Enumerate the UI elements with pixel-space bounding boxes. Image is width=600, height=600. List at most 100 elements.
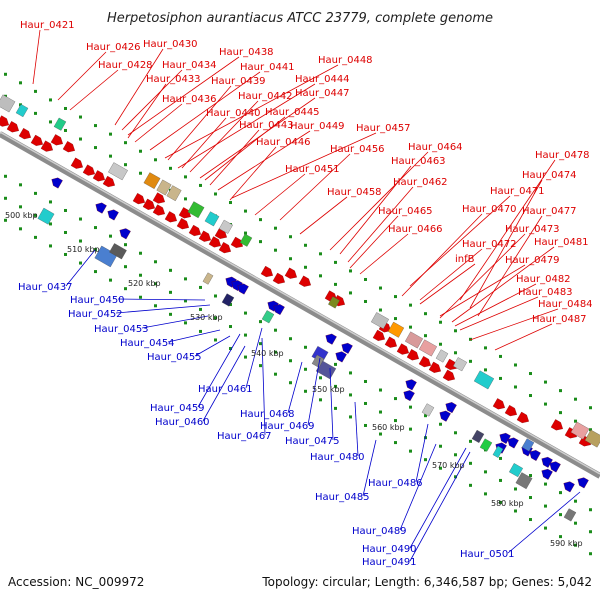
track-dot [4,174,7,178]
leader-line-reverse [399,443,437,531]
kbp-tick-label: 550 kbp [312,385,345,394]
reverse-gene [563,481,575,493]
track-dot [424,334,427,338]
track-dot [589,428,592,432]
kbp-tick-label: 520 kbp [128,279,161,288]
reverse-gene-label: Haur_0475 [285,436,340,447]
reverse-gene [51,177,63,189]
leader-line-reverse [194,335,231,357]
track-dot [439,342,442,346]
forward-gene [444,358,457,370]
forward-gene [82,164,95,176]
forward-gene-label: Haur_0456 [330,144,385,155]
track-dot [499,354,502,358]
forward-gene-label: Haur_0487 [532,314,587,325]
forward-gene-label: infB [455,254,475,265]
track-dot [19,81,22,85]
reverse-gene [529,450,541,462]
reverse-gene-label: Haur_0491 [362,557,417,568]
track-dot [19,183,22,187]
forward-gene-label: Haur_0457 [356,123,411,134]
track-dot [199,307,202,311]
track-dot [559,411,562,415]
track-dot [454,475,457,479]
track-dot [19,205,22,209]
track-dot [559,513,562,517]
leader-line-forward [149,71,261,151]
track-dot [409,303,412,307]
leader-line-reverse [409,451,471,562]
track-dot [379,432,382,436]
leader-line-forward [127,83,167,139]
reverse-gene-label: Haur_0437 [18,282,73,293]
track-dot [169,166,172,170]
gene-labels: Haur_0421 Haur_0426 Haur_0430 Haur_0428 Haur… [18,20,593,568]
track-dot [304,367,307,371]
forward-gene-label: Haur_0479 [505,255,560,266]
forward-gene [132,192,145,205]
genome-backbone-highlight [0,131,600,475]
track-dot [214,338,217,342]
track-dot [184,197,187,201]
forward-gene-label: Haur_0434 [162,60,217,71]
track-dot [139,149,142,153]
track-dot [289,337,292,341]
track-dot [319,398,322,402]
track-dot [319,274,322,278]
track-dot [199,329,202,333]
forward-gene [406,349,419,361]
track-dot [544,402,547,406]
track-dot [184,321,187,325]
forward-gene-label: Haur_0466 [388,224,443,235]
forward-gene-label: Haur_0447 [295,88,350,99]
forward-feature [418,339,438,357]
track-dot [379,388,382,392]
reverse-feature [515,472,533,490]
forward-gene [284,267,297,279]
forward-gene [102,175,115,188]
forward-gene-label: Haur_0445 [265,107,320,118]
track-dot [574,419,577,423]
leader-line-forward [299,196,348,235]
leader-line-forward [209,129,260,186]
track-dot [79,239,82,243]
forward-gene [152,204,165,216]
leader-line-forward [127,56,240,136]
forward-gene [504,404,517,417]
kbp-tick-label: 590 kbp [550,539,583,548]
reverse-feature [421,403,435,417]
forward-feature [387,321,405,338]
track-dot [49,244,52,248]
track-dot [454,431,457,435]
track-dot [34,111,37,115]
track-dot [589,406,592,410]
track-dot [214,294,217,298]
reverse-gene [577,477,589,489]
reverse-gene-label: Haur_0469 [260,421,315,432]
leader-line-reverse [329,367,334,441]
track-dot [4,196,7,200]
forward-gene-label: Haur_0421 [20,20,75,31]
reverse-gene [325,333,337,345]
leader-line-forward [167,85,232,161]
reverse-gene [273,304,285,316]
forward-gene [550,419,563,431]
track-dot [349,415,352,419]
track-dot [124,243,127,247]
track-dot [544,482,547,486]
leader-line-forward [339,165,412,255]
forward-gene [272,272,285,284]
reverse-feature [37,207,55,225]
forward-gene-label: Haur_0430 [143,39,198,50]
leader-line-forward [469,308,559,341]
forward-gene-label: Haur_0483 [518,287,573,298]
track-dot [529,372,532,376]
kbp-tick-label: 570 kbp [432,461,465,470]
reverse-gene [541,468,553,480]
track-dot [409,325,412,329]
forward-gene [142,198,155,210]
track-dot [379,410,382,414]
gene-features [0,94,600,522]
track-dot [289,359,292,363]
track-dot [559,389,562,393]
